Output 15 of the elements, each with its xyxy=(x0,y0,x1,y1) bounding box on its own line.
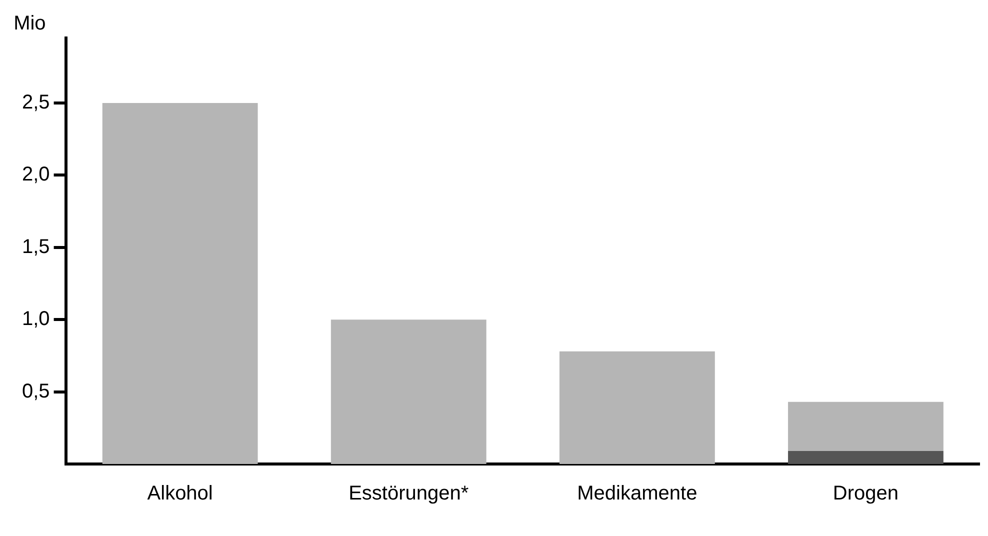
bar xyxy=(788,451,944,464)
bar xyxy=(788,402,944,452)
bar xyxy=(102,102,258,464)
y-axis-title: Mio xyxy=(14,12,46,35)
bar xyxy=(559,351,715,464)
y-tick-label: 1,0 xyxy=(22,308,50,330)
y-tick-label: 2,0 xyxy=(22,164,50,186)
y-tick-label: 0,5 xyxy=(22,380,50,402)
x-tick-label: Medikamente xyxy=(577,482,698,505)
y-tick-label: 2,5 xyxy=(22,92,50,114)
bar xyxy=(330,320,486,464)
x-tick-label: Esstörungen* xyxy=(348,482,469,505)
y-tick-label: 1,5 xyxy=(22,236,50,258)
x-tick-label: Drogen xyxy=(832,482,899,505)
x-tick-label: Alkohol xyxy=(147,482,213,505)
